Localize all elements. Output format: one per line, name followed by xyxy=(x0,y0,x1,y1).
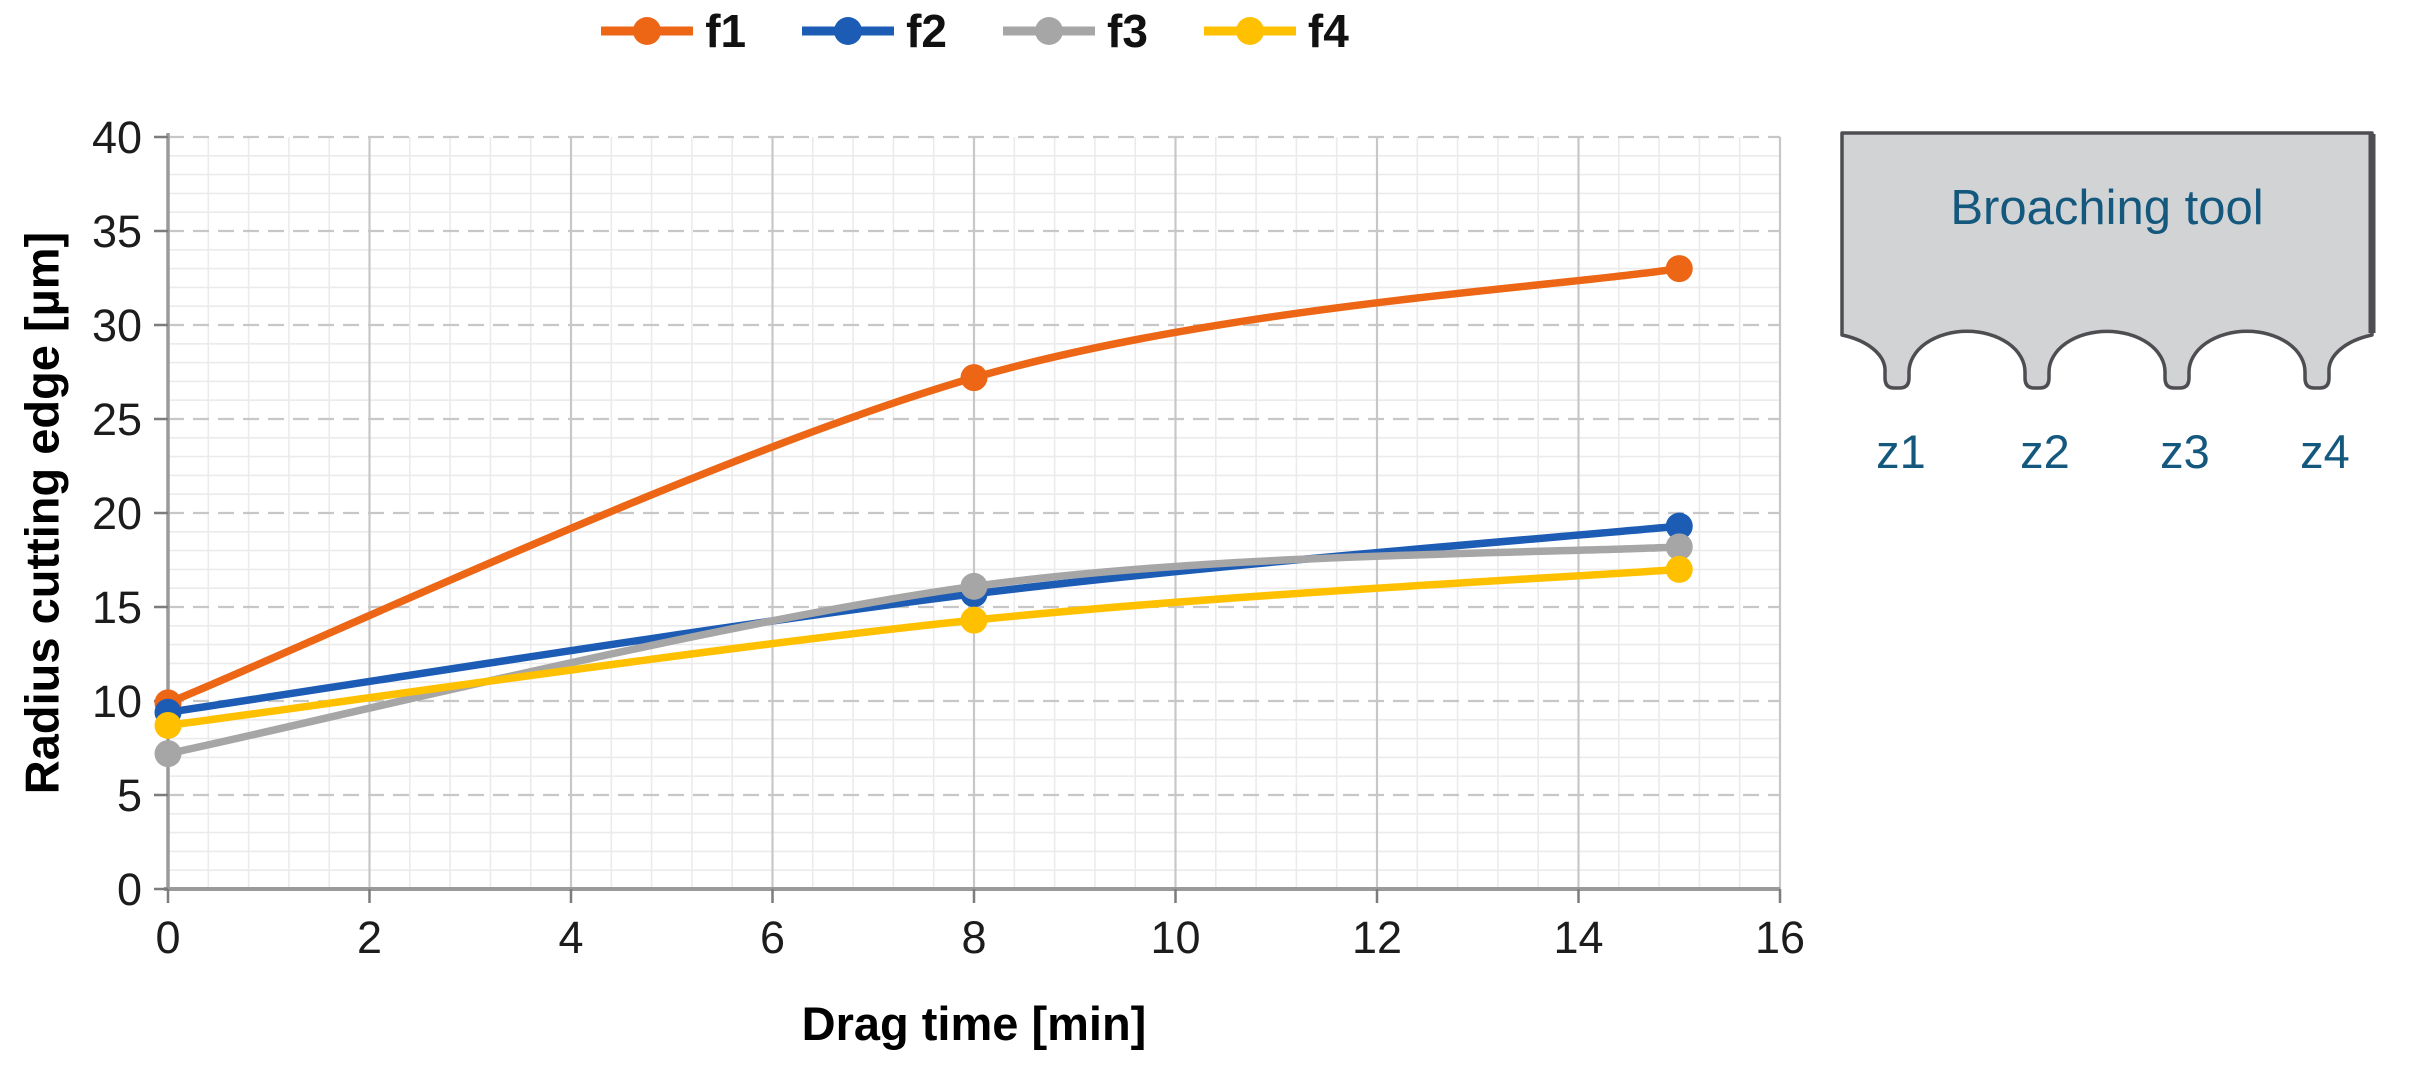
legend-marker-icon xyxy=(802,17,895,45)
legend-item-f1: f1 xyxy=(599,8,746,54)
x-tick-label: 14 xyxy=(1553,912,1603,963)
line-chart: 0 2 4 6 8 10 12 14 16 0 5 10 15 20 25 30 35 40 xyxy=(92,112,1805,963)
broaching-tool-shape xyxy=(1840,131,2374,390)
series-f4-marker xyxy=(960,606,988,634)
x-tick-label: 8 xyxy=(961,912,986,963)
series-f2-marker xyxy=(1665,512,1693,540)
series-f4-marker xyxy=(154,711,182,739)
legend-item-f3: f3 xyxy=(1001,8,1148,54)
y-tick-label: 35 xyxy=(92,206,142,257)
legend-label: f4 xyxy=(1307,5,1349,57)
legend-marker-icon xyxy=(1003,17,1095,45)
y-tick-label: 20 xyxy=(92,488,142,539)
tooth-label-z3: z3 xyxy=(2160,425,2210,478)
legend-label: f3 xyxy=(1107,5,1148,57)
series-f3-marker xyxy=(960,572,988,600)
legend-marker-icon xyxy=(1203,17,1296,45)
y-tick-label: 10 xyxy=(92,676,142,727)
tooth-label-z4: z4 xyxy=(2300,425,2350,478)
tooth-label-z1: z1 xyxy=(1876,425,1926,478)
x-tick-label: 0 xyxy=(155,912,180,963)
series-f3-marker xyxy=(1665,533,1693,561)
y-tick-label: 40 xyxy=(92,112,142,163)
y-tick-label: 5 xyxy=(117,770,142,821)
series-f1-marker xyxy=(1665,255,1693,283)
legend-item-f4: f4 xyxy=(1202,8,1349,54)
tooth-label-z2: z2 xyxy=(2020,425,2070,478)
legend-label: f1 xyxy=(705,5,747,57)
x-tick-label: 10 xyxy=(1150,912,1200,963)
tool-panel-title: Broaching tool xyxy=(1950,181,2264,235)
broaching-tool-panel: Broaching tool z1 z2 z3 z4 xyxy=(1830,70,2435,510)
chart-legend: f1 f2 f3 f4 xyxy=(168,8,1780,54)
series-f1-line xyxy=(164,264,1683,707)
legend-item-f2: f2 xyxy=(800,8,947,54)
legend-marker-icon xyxy=(601,17,694,45)
x-tick-label: 2 xyxy=(357,912,382,963)
series-f3-marker xyxy=(154,740,182,768)
y-tick-label: 25 xyxy=(92,394,142,445)
y-tick-label: 30 xyxy=(92,300,142,351)
y-tick-label: 0 xyxy=(117,864,142,915)
series-f1-marker xyxy=(960,364,988,392)
x-tick-label: 16 xyxy=(1755,912,1805,963)
legend-label: f2 xyxy=(906,5,947,57)
x-axis-title: Drag time [min] xyxy=(801,997,1147,1050)
broaching-tool-drawing xyxy=(1840,131,2376,390)
series-f3-line xyxy=(164,543,1683,758)
x-tick-label: 4 xyxy=(558,912,583,963)
x-tick-label: 12 xyxy=(1352,912,1402,963)
series-f4-marker xyxy=(1665,555,1693,583)
x-tick-label: 6 xyxy=(760,912,785,963)
y-tick-label: 15 xyxy=(92,582,142,633)
